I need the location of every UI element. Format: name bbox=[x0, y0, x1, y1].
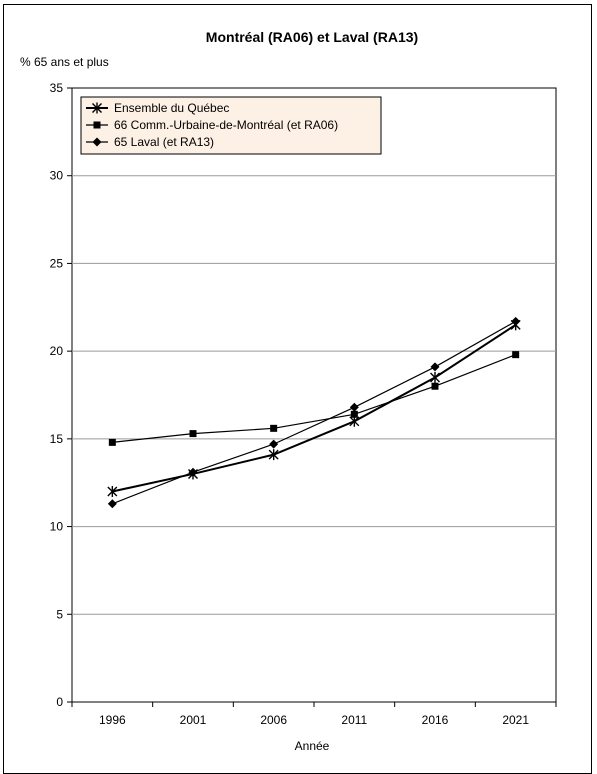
plot-area bbox=[71, 87, 557, 703]
grid-lines bbox=[72, 175, 556, 615]
legend-marker bbox=[93, 121, 101, 129]
data-point-series-1 bbox=[107, 485, 118, 497]
x-tick-label: 2016 bbox=[422, 713, 449, 727]
data-point-series-2 bbox=[431, 382, 439, 390]
y-tick-label: 25 bbox=[50, 256, 64, 270]
legend-entry: 65 Laval (et RA13) bbox=[114, 135, 214, 149]
data-point-series-3 bbox=[511, 316, 521, 326]
legend-marker bbox=[92, 137, 102, 147]
legend-entry: Ensemble du Québec bbox=[114, 101, 229, 115]
data-point-series-2 bbox=[512, 351, 520, 359]
data-point-series-1 bbox=[430, 371, 440, 383]
x-tick-label: 2011 bbox=[341, 713, 367, 727]
data-point-series-2 bbox=[108, 438, 116, 446]
legend-marker bbox=[92, 102, 102, 114]
data-point-series-3 bbox=[188, 467, 198, 477]
chart-title: Montréal (RA06) et Laval (RA13) bbox=[206, 29, 418, 45]
data-point-series-3 bbox=[349, 402, 359, 412]
series-line-2 bbox=[112, 354, 516, 443]
y-tick-label: 35 bbox=[50, 81, 64, 95]
x-tick-label: 1996 bbox=[99, 713, 126, 727]
legend-entry: 66 Comm.-Urbaine-de-Montréal (et RA06) bbox=[114, 118, 338, 132]
data-point-series-3 bbox=[269, 439, 279, 449]
data-point-series-2 bbox=[350, 410, 358, 418]
y-tick-label: 10 bbox=[50, 520, 64, 534]
data-point-series-2 bbox=[270, 424, 278, 432]
axis-ticks: 0 5 10 15 20 25 30 35 1996 2001 2006 2011 2016 2021 bbox=[50, 81, 557, 727]
x-tick-label: 2006 bbox=[260, 713, 287, 727]
x-tick-label: 2001 bbox=[180, 713, 207, 727]
y-tick-label: 0 bbox=[56, 695, 63, 709]
data-point-series-1 bbox=[268, 449, 279, 461]
y-tick-label: 15 bbox=[50, 432, 64, 446]
data-point-series-3 bbox=[430, 362, 440, 372]
series-line-3 bbox=[112, 320, 516, 505]
y-axis-label: % 65 ans et plus bbox=[20, 55, 109, 69]
series-group bbox=[107, 316, 521, 509]
x-tick-label: 2021 bbox=[502, 713, 529, 727]
data-point-series-2 bbox=[189, 430, 197, 438]
y-tick-label: 5 bbox=[56, 607, 63, 621]
y-tick-label: 20 bbox=[50, 344, 64, 358]
data-point-series-3 bbox=[107, 499, 117, 509]
x-axis-label: Année bbox=[295, 739, 330, 753]
legend-box bbox=[80, 96, 382, 155]
y-tick-label: 30 bbox=[50, 169, 64, 183]
legend: Ensemble du Québec 66 Comm.-Urbaine-de-Mo… bbox=[80, 96, 382, 155]
